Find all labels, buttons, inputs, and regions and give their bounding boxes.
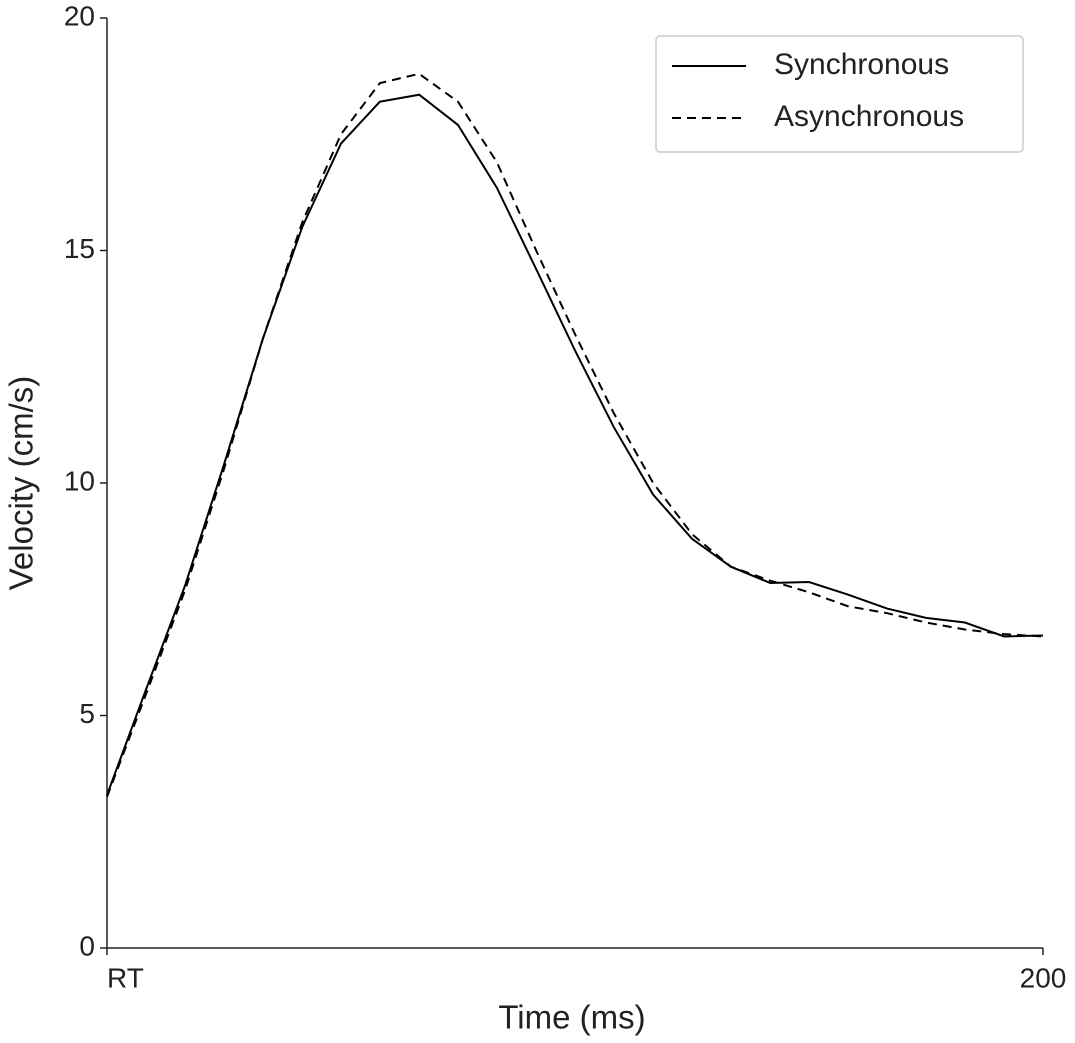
- legend-box: [655, 35, 1024, 153]
- y-tick-label: 15: [64, 233, 95, 264]
- legend-label: Synchronous: [774, 48, 949, 81]
- y-tick-label: 5: [79, 698, 95, 729]
- x-tick-label: 200: [1020, 962, 1067, 993]
- series-line: [106, 93, 1044, 796]
- y-tick-label: 10: [64, 465, 95, 496]
- y-axis-label: Velocity (cm/s): [3, 376, 40, 591]
- legend-label: Asynchronous: [774, 100, 964, 133]
- y-tick-label: 20: [64, 0, 95, 31]
- y-tick-label: 0: [79, 930, 95, 961]
- x-axis-label: Time (ms): [498, 999, 645, 1036]
- x-tick-label: RT: [107, 962, 144, 993]
- series-line: [106, 72, 1044, 798]
